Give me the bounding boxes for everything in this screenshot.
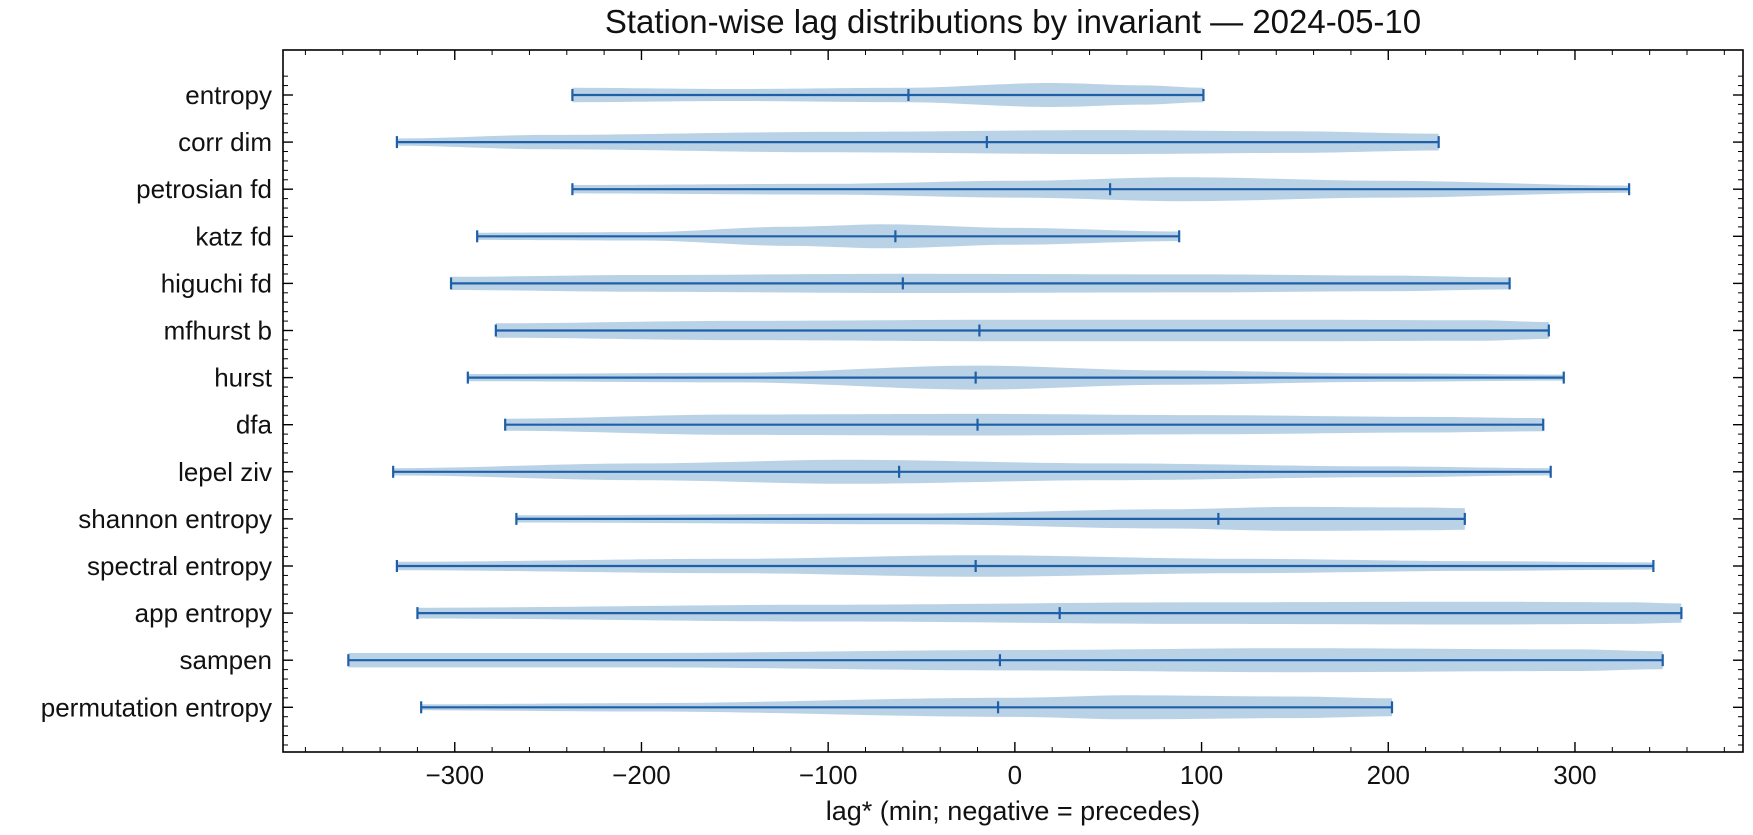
violin-group [420, 695, 1394, 720]
x-tick-label: −100 [799, 760, 858, 790]
x-tick-label: 100 [1180, 760, 1223, 790]
category-label: dfa [236, 410, 273, 440]
ticks-layer [283, 50, 1743, 752]
category-label: sampen [180, 645, 273, 675]
category-label: hurst [214, 363, 273, 393]
violin-group [476, 224, 1181, 249]
violin-group [395, 555, 1655, 577]
category-label: spectral entropy [87, 551, 272, 581]
plot-frame [282, 49, 1744, 753]
violins-layer [347, 83, 1683, 720]
category-labels: entropy corr dim petrosian fd katz fd higuch… [41, 80, 273, 722]
category-label: entropy [185, 80, 272, 110]
category-label: higuchi fd [161, 268, 272, 298]
violin-group [504, 413, 1545, 436]
category-label: app entropy [135, 598, 272, 628]
x-tick-label: 300 [1553, 760, 1596, 790]
violin-group [494, 319, 1550, 342]
category-label: mfhurst b [164, 316, 272, 346]
chart-title: Station-wise lag distributions by invari… [605, 3, 1421, 40]
violin-group [416, 601, 1683, 625]
x-tick-label: −200 [612, 760, 671, 790]
violin-group [449, 273, 1511, 293]
violin-group [395, 130, 1440, 155]
x-tick-labels: −300 −200 −100 0 100 200 300 [425, 760, 1596, 790]
violin-group [515, 506, 1466, 531]
category-label: permutation entropy [41, 692, 272, 722]
category-label: petrosian fd [136, 174, 272, 204]
category-label: katz fd [195, 221, 272, 251]
violin-group [392, 459, 1552, 484]
category-label: shannon entropy [78, 504, 272, 534]
category-label: lepel ziv [178, 457, 272, 487]
x-tick-label: 0 [1008, 760, 1022, 790]
violin-group [347, 648, 1664, 673]
violin-group [466, 365, 1565, 390]
x-axis-label: lag* (min; negative = precedes) [826, 796, 1200, 826]
x-tick-label: 200 [1367, 760, 1410, 790]
violin-group [571, 177, 1631, 202]
category-label: corr dim [178, 127, 272, 157]
violin-group [571, 83, 1205, 107]
x-tick-label: −300 [425, 760, 484, 790]
